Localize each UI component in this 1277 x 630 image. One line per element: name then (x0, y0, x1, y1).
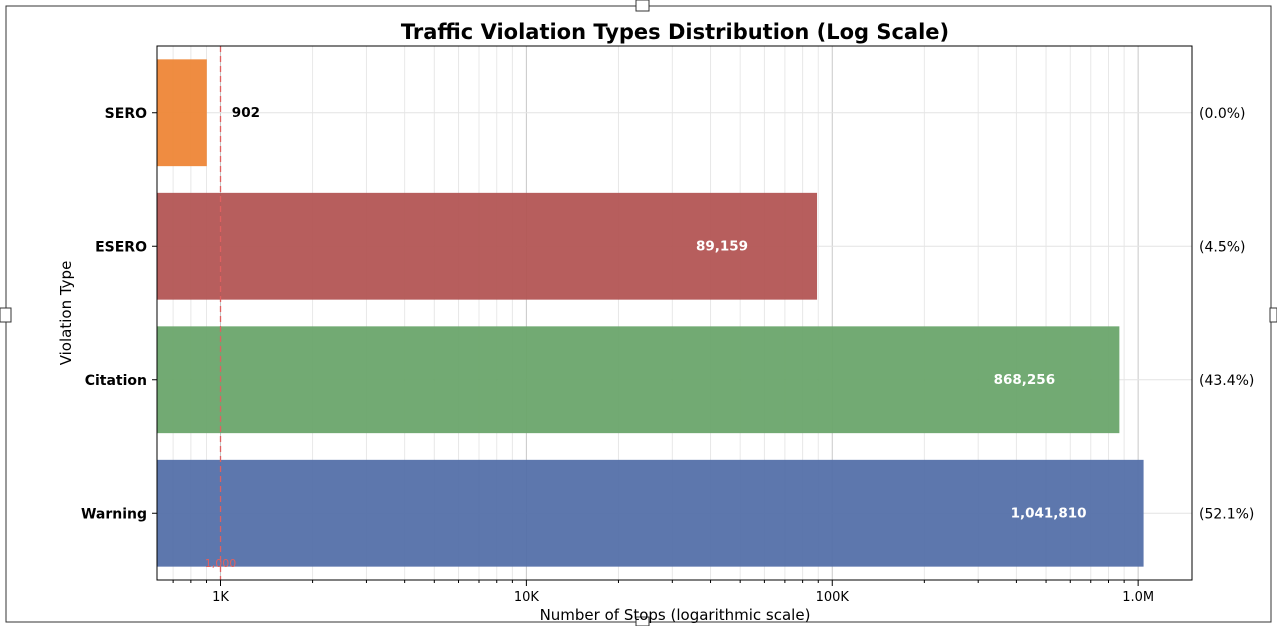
percent-label: (52.1%) (1199, 506, 1254, 522)
value-label: 89,159 (696, 238, 748, 254)
bar-warning (157, 459, 1144, 567)
y-tick-label: ESERO (95, 239, 147, 255)
y-tick-label: Warning (81, 506, 147, 522)
value-label: 868,256 (994, 372, 1056, 388)
x-tick-label: 1K (212, 590, 229, 605)
x-ticks (152, 112, 1139, 586)
bar-citation (157, 326, 1120, 434)
value-label: 1,041,810 (1011, 505, 1087, 521)
bars (157, 59, 1144, 567)
resize-handle-top[interactable] (635, 0, 650, 12)
plot-area-border (156, 45, 1193, 581)
y-tick-label: Citation (85, 373, 147, 389)
x-tick-label: 100K (816, 590, 850, 605)
percent-label: (4.5%) (1199, 239, 1246, 255)
x-tick-label: 10K (514, 590, 540, 605)
y-axis-label: Violation Type (57, 261, 75, 366)
x-tick-label: 1.0M (1122, 590, 1154, 605)
value-label: 902 (232, 105, 260, 121)
resize-handle-right[interactable] (1269, 307, 1277, 323)
y-tick-label: SERO (105, 106, 147, 122)
labels: SERO 902 (0.0%) ESERO 89,159 (4.5%) Citation 86… (81, 105, 1254, 605)
percent-label: (43.4%) (1199, 373, 1254, 389)
resize-handle-left[interactable] (0, 307, 12, 323)
x-axis-label: Number of Stops (logarithmic scale) (540, 606, 811, 624)
percent-label: (0.0%) (1199, 106, 1246, 122)
bar-sero (157, 59, 207, 167)
reference-line-label: 1,000 (205, 557, 237, 570)
reference-line-group: 1,000 (205, 46, 237, 580)
chart-title: Traffic Violation Types Distribution (Lo… (401, 20, 949, 44)
bar-esero (157, 192, 818, 300)
